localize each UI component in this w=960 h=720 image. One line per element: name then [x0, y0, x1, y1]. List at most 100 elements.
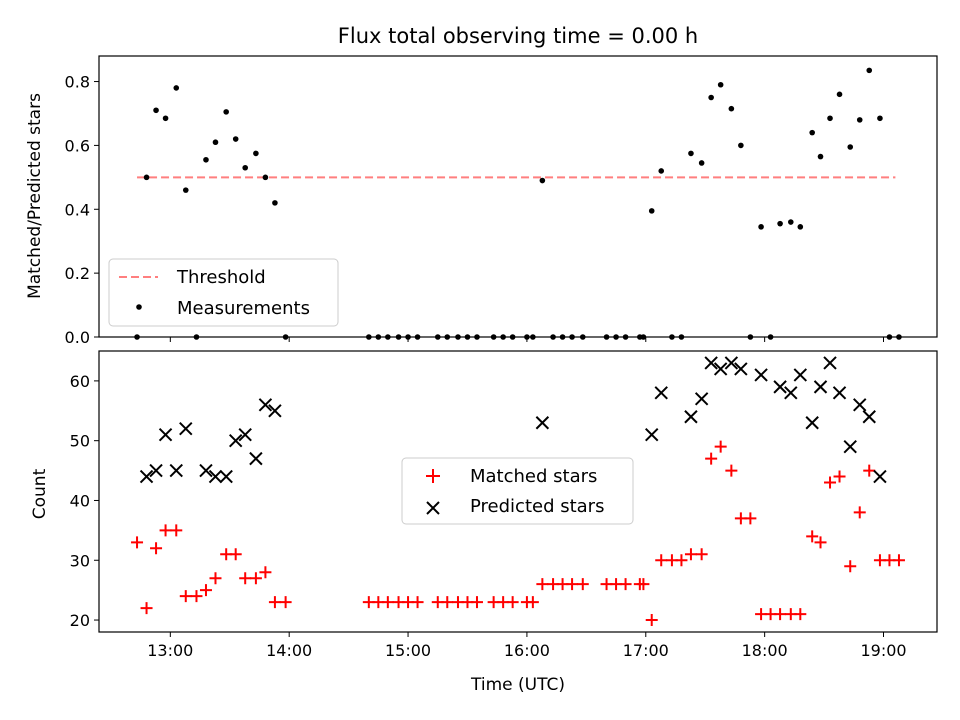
matched-star-point: [229, 548, 242, 561]
y-tick-label: 20: [70, 611, 90, 630]
predicted-star-point: [805, 416, 819, 430]
matched-star-point: [576, 578, 589, 591]
measurement-point: [698, 160, 705, 166]
measurement-point: [728, 105, 735, 112]
matched-star-point: [566, 578, 579, 591]
y-tick-label: 0.0: [65, 328, 90, 347]
bottom-axes-frame: [98, 350, 938, 633]
measurement-point: [777, 220, 783, 227]
measurement-point: [212, 139, 219, 146]
measurement-point: [539, 177, 546, 184]
measurement-point: [272, 200, 278, 206]
measurement-point: [232, 136, 239, 142]
matched-star-point: [249, 572, 262, 585]
y-tick-label: 40: [70, 491, 90, 510]
predicted-star-point: [853, 398, 867, 412]
predicted-star-point: [784, 386, 798, 400]
measurement-point: [648, 208, 655, 214]
legend-label-matched: Matched stars: [470, 466, 597, 487]
chart-title: Flux total observing time = 0.00 h: [338, 24, 698, 48]
matched-star-point: [150, 542, 163, 555]
bottom-legend-frame: [401, 457, 634, 525]
predicted-star-point: [258, 398, 273, 412]
predicted-star-point: [813, 380, 828, 394]
matched-star-point: [695, 548, 708, 561]
measurement-point: [253, 150, 259, 157]
measurement-point: [717, 81, 724, 88]
matched-star-point: [806, 530, 819, 543]
matched-star-point: [637, 578, 650, 591]
top-y-axis-label: Matched/Predicted stars: [25, 93, 45, 299]
y-tick-label: 0.6: [65, 136, 90, 155]
bottom-panel: 20 30 40 50 60 13:00 14:00 15:00 16:00 17:00 18:0…: [30, 350, 938, 695]
bottom-y-axis-label: Count: [30, 468, 50, 519]
matched-star-point: [844, 560, 857, 573]
predicted-star-point: [645, 427, 659, 442]
matched-star-point: [863, 464, 876, 477]
predicted-star-point: [843, 439, 857, 454]
measurement-point: [223, 109, 229, 115]
bottom-x-axis-label: Time (UTC): [470, 675, 565, 695]
measurement-point: [877, 115, 883, 122]
legend-label-measurements: Measurements: [177, 298, 310, 319]
predicted-star-point: [139, 469, 154, 484]
bottom-y-ticks: 20 30 40 50 60: [70, 372, 99, 630]
predicted-star-point: [228, 433, 243, 448]
matched-star-point: [774, 608, 787, 621]
measurement-point: [817, 153, 824, 160]
predicted-star-point: [249, 451, 263, 466]
predicted-star-point: [158, 427, 173, 442]
predicted-star-point: [238, 427, 252, 442]
predicted-star-point: [793, 368, 808, 382]
predicted-star-point: [208, 469, 223, 484]
legend-label-threshold: Threshold: [176, 267, 266, 288]
matched-star-point: [279, 596, 292, 609]
measurement-point: [847, 144, 854, 150]
predicted-star-point: [654, 386, 668, 400]
matched-star-point: [159, 524, 172, 537]
measurement-point: [153, 107, 159, 114]
predicted-star-point: [169, 463, 183, 478]
measurement-point: [173, 85, 180, 91]
measurements-legend-swatch: [136, 304, 142, 310]
measurement-point: [658, 168, 665, 174]
measurement-point: [242, 164, 249, 171]
measurement-point: [738, 142, 744, 149]
x-tick-label: 13:00: [147, 641, 193, 660]
predicted-star-point: [199, 463, 213, 478]
matched-star-point: [645, 614, 658, 627]
predicted-star-point: [773, 380, 787, 394]
matched-star-point: [470, 596, 483, 609]
matched-star-point: [655, 554, 668, 567]
matched-star-point: [140, 602, 153, 615]
y-tick-label: 0.8: [65, 73, 90, 92]
measurement-point: [262, 174, 269, 181]
matched-star-point: [794, 608, 807, 621]
top-y-ticks: 0.0 0.2 0.4 0.6 0.8: [65, 73, 99, 347]
matched-star-point: [814, 536, 827, 549]
predicted-star-point: [149, 463, 163, 478]
predicted-legend-swatch: [426, 501, 440, 515]
measurement-point: [866, 67, 873, 74]
x-tick-label: 16:00: [504, 641, 550, 660]
matched-star-point: [833, 470, 846, 483]
matched-star-point: [619, 578, 632, 591]
x-tick-label: 19:00: [860, 641, 906, 660]
x-tick-label: 17:00: [623, 641, 669, 660]
top-axes-frame: [98, 55, 938, 338]
bottom-legend: Matched stars Predicted stars: [401, 457, 634, 525]
measurement-point: [827, 115, 833, 122]
measurement-point: [688, 150, 694, 157]
matched-star-point: [268, 596, 281, 609]
y-tick-label: 50: [70, 432, 90, 451]
predicted-star-point: [713, 362, 728, 376]
y-tick-label: 0.2: [65, 264, 90, 283]
matched-star-point: [526, 596, 539, 609]
predicted-star-point: [219, 469, 233, 484]
measurement-point: [836, 91, 843, 98]
measurement-point: [787, 219, 794, 225]
matched-star-point: [725, 464, 738, 477]
y-tick-label: 60: [70, 372, 90, 391]
top-x-ticks: [169, 337, 885, 342]
